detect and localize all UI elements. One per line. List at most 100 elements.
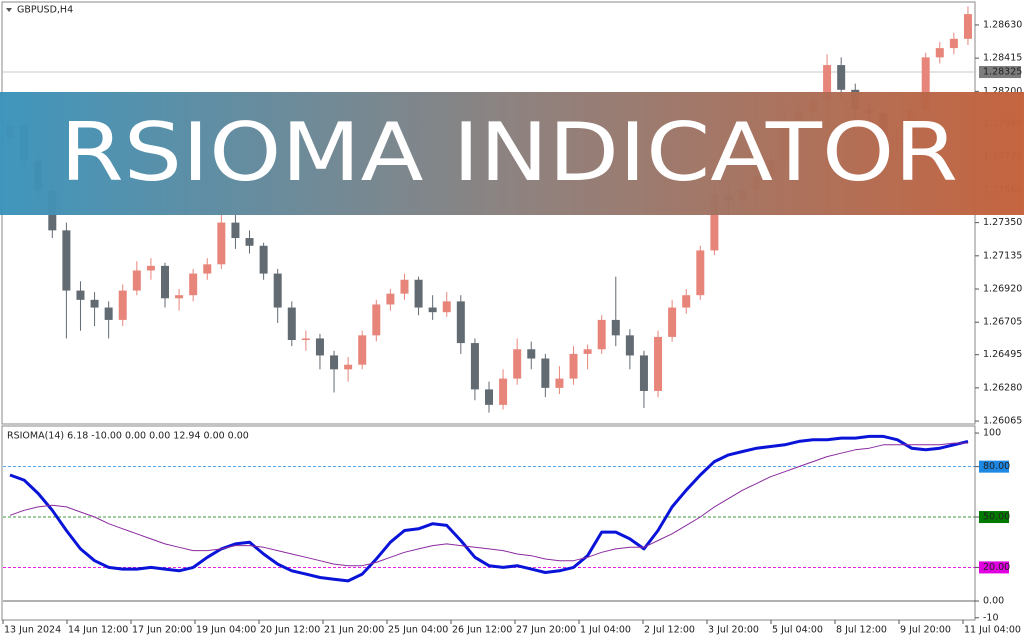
indicator-line xyxy=(9,442,968,567)
candle-body xyxy=(400,279,409,294)
candle-body xyxy=(470,343,479,390)
y-tick-label: -10 xyxy=(983,612,999,623)
x-tick-label: 2 Jul 12:00 xyxy=(644,625,695,636)
candle-body xyxy=(935,48,944,58)
candle-body xyxy=(386,293,395,305)
x-tick-label: 25 Jun 04:00 xyxy=(388,625,448,636)
x-tick-label: 19 Jun 04:00 xyxy=(196,625,256,636)
candle-body xyxy=(499,378,508,405)
y-tick-label: 1.27350 xyxy=(983,217,1022,228)
candle-body xyxy=(823,65,832,101)
y-tick-label: 0.00 xyxy=(983,596,1004,607)
candle-body xyxy=(175,295,184,299)
y-tick-label: 1.26920 xyxy=(983,284,1022,295)
candle-body xyxy=(555,378,564,388)
x-tick-label: 27 Jun 20:00 xyxy=(516,625,576,636)
y-tick-label: 1.28200 xyxy=(983,86,1022,97)
y-tick-label: 50.00 xyxy=(983,512,1010,523)
candle-body xyxy=(541,358,550,388)
candle-body xyxy=(949,38,958,49)
candle-body xyxy=(611,319,620,336)
x-tick-label: 13 Jun 2024 xyxy=(4,625,61,636)
candle-body xyxy=(104,307,113,320)
candle-body xyxy=(527,349,536,359)
x-tick-label: 3 Jul 20:00 xyxy=(708,625,759,636)
x-tick-label: 8 Jul 12:00 xyxy=(836,625,887,636)
y-tick-label: 1.26705 xyxy=(983,317,1022,328)
candle-body xyxy=(372,304,381,336)
candle-body xyxy=(315,338,324,356)
candle-body xyxy=(301,338,310,340)
plot-layer: 1.286301.284151.282001.279901.277751.275… xyxy=(2,6,1022,636)
candle-body xyxy=(963,14,972,39)
candle-body xyxy=(62,230,71,291)
indicator-panel-border xyxy=(1,425,976,621)
y-tick-label: 1.28415 xyxy=(983,53,1022,64)
candle-body xyxy=(358,335,367,365)
symbol-title: GBPUSD,H4 xyxy=(17,5,73,16)
candle-body xyxy=(76,290,85,300)
banner-title: RSIOMA INDICATOR xyxy=(60,106,958,199)
candle-body xyxy=(146,265,155,271)
candle-body xyxy=(569,353,578,379)
candle-body xyxy=(414,279,423,308)
x-tick-label: 20 Jun 12:00 xyxy=(260,625,320,636)
indicator-line xyxy=(9,434,969,583)
candle-body xyxy=(668,307,677,337)
y-tick-label: 1.28630 xyxy=(983,19,1022,30)
candle-body xyxy=(456,301,465,344)
candle-body xyxy=(245,238,254,246)
candle-body xyxy=(921,57,930,110)
indicator-title: RSIOMA(14) 6.18 -10.00 0.00 0.00 12.94 0… xyxy=(7,431,249,442)
candle-body xyxy=(442,301,451,313)
y-tick-label: 20.00 xyxy=(983,562,1010,573)
last-price-box xyxy=(979,66,1021,79)
x-tick-label: 9 Jul 20:00 xyxy=(900,625,951,636)
candle-body xyxy=(203,264,212,274)
y-tick-label: 100 xyxy=(983,428,1001,439)
x-tick-label: 1 Jul 04:00 xyxy=(580,625,631,636)
candle-body xyxy=(428,307,437,313)
candle-body xyxy=(625,335,634,356)
x-tick-label: 14 Jun 12:00 xyxy=(68,625,128,636)
candle-body xyxy=(513,349,522,379)
candle-body xyxy=(118,290,127,320)
candle-body xyxy=(161,265,169,299)
candle-body xyxy=(330,355,339,370)
candle-body xyxy=(344,364,353,370)
candle-body xyxy=(189,273,198,296)
x-tick-label: 5 Jul 04:00 xyxy=(772,625,823,636)
candle-body xyxy=(639,355,648,391)
level-box xyxy=(979,561,1009,574)
candle-body xyxy=(837,65,846,90)
y-tick-label: 1.26495 xyxy=(983,349,1022,360)
last-price-label: 1.28325 xyxy=(983,67,1022,78)
candle-body xyxy=(231,222,240,239)
candle-body xyxy=(287,307,296,340)
candle-body xyxy=(682,295,691,308)
candle-body xyxy=(259,245,268,274)
candle-body xyxy=(696,250,705,296)
y-tick-label: 80.00 xyxy=(983,461,1010,472)
candle-body xyxy=(273,273,282,308)
banner xyxy=(0,92,1024,215)
candle-body xyxy=(597,319,606,350)
level-box xyxy=(979,460,1009,473)
candle-body xyxy=(132,270,141,291)
candle-body xyxy=(217,222,226,265)
y-tick-label: 1.27135 xyxy=(983,250,1022,261)
x-tick-label: 21 Jun 20:00 xyxy=(324,625,384,636)
level-box xyxy=(979,511,1009,524)
candle-body xyxy=(583,349,592,354)
y-tick-label: 1.26065 xyxy=(983,416,1022,427)
candle-body xyxy=(90,299,99,308)
candle-body xyxy=(710,194,719,251)
x-tick-label: 11 Jul 04:00 xyxy=(964,625,1021,636)
x-tick-label: 26 Jun 12:00 xyxy=(452,625,512,636)
candle-body xyxy=(654,336,663,391)
candle-body xyxy=(485,389,493,405)
x-tick-label: 17 Jun 20:00 xyxy=(132,625,192,636)
dropdown-icon[interactable] xyxy=(6,8,12,12)
